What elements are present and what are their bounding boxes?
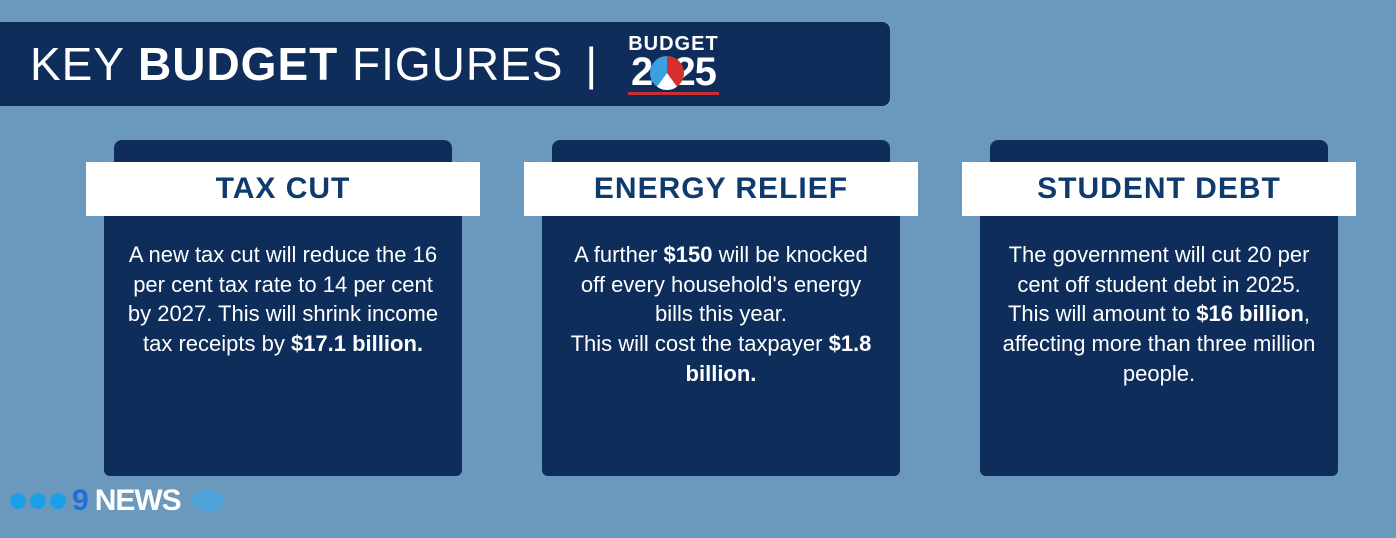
news-nine: 9 [72, 484, 89, 518]
card-body: The government will cut 20 per cent off … [980, 216, 1338, 476]
card-tax-cut: TAX CUT A new tax cut will reduce the 16… [86, 140, 480, 476]
card-student-debt: STUDENT DEBT The government will cut 20 … [962, 140, 1356, 476]
budget-year-2: 2 [631, 50, 652, 94]
cards-row: TAX CUT A new tax cut will reduce the 16… [86, 140, 1356, 476]
australia-map-icon [187, 487, 227, 515]
header-word-3: FIGURES [352, 38, 563, 90]
card-tab [990, 140, 1328, 162]
news-text: NEWS [95, 484, 181, 518]
card-title: TAX CUT [86, 162, 480, 216]
card-tab [114, 140, 452, 162]
card-body: A further $150 will be knocked off every… [542, 216, 900, 476]
budget-pie-wrap: 0 [652, 54, 673, 90]
news-dots-icon [10, 493, 66, 509]
card-energy-relief: ENERGY RELIEF A further $150 will be kno… [524, 140, 918, 476]
card-tab [552, 140, 890, 162]
card-body: A new tax cut will reduce the 16 per cen… [104, 216, 462, 476]
card-title: ENERGY RELIEF [524, 162, 918, 216]
budget-pie-icon [650, 56, 684, 90]
budget-logo-year: 2025 [631, 54, 716, 90]
news-logo: 9 NEWS [0, 484, 227, 518]
header-separator: | [585, 38, 598, 90]
header-bar: KEY BUDGET FIGURES | BUDGET 2025 [0, 22, 890, 106]
header-word-2: BUDGET [138, 38, 338, 90]
header-title: KEY BUDGET FIGURES | [30, 37, 606, 91]
header-word-1: KEY [30, 38, 124, 90]
budget-logo: BUDGET 2025 [628, 34, 718, 95]
card-title: STUDENT DEBT [962, 162, 1356, 216]
